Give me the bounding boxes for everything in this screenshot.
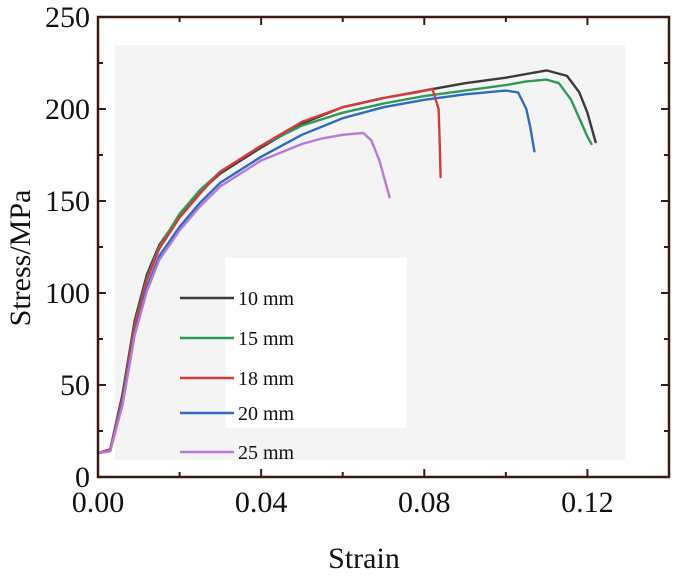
series-line-4 [96,131,391,455]
x-tick-label: 0.00 [72,486,125,519]
x-axis-title: Strain [328,542,400,575]
x-tick-label: 0.08 [398,486,451,519]
y-axis-title: Stress/MPa [4,190,37,327]
y-tick-label: 200 [45,93,90,126]
legend-background [225,258,407,428]
axis-ticks [97,16,670,478]
legend-label: 20 mm [238,403,295,425]
y-tick-label: 250 [45,1,90,34]
series-lines [96,69,597,455]
legend-label: 18 mm [238,368,295,390]
legend-label: 25 mm [238,442,295,464]
axis-tick-labels: 0.00 0.04 0.08 0.12 0 50 100 150 200 250 [45,1,614,519]
y-tick-label: 50 [60,369,90,402]
legend-label: 10 mm [238,288,295,310]
legend: 10 mm 15 mm 18 mm 20 mm 25 mm [180,288,295,464]
y-tick-label: 100 [45,277,90,310]
x-tick-label: 0.12 [561,486,614,519]
y-tick-label: 0 [75,461,90,494]
x-tick-label: 0.04 [235,486,288,519]
y-tick-label: 150 [45,185,90,218]
legend-label: 15 mm [238,328,295,350]
